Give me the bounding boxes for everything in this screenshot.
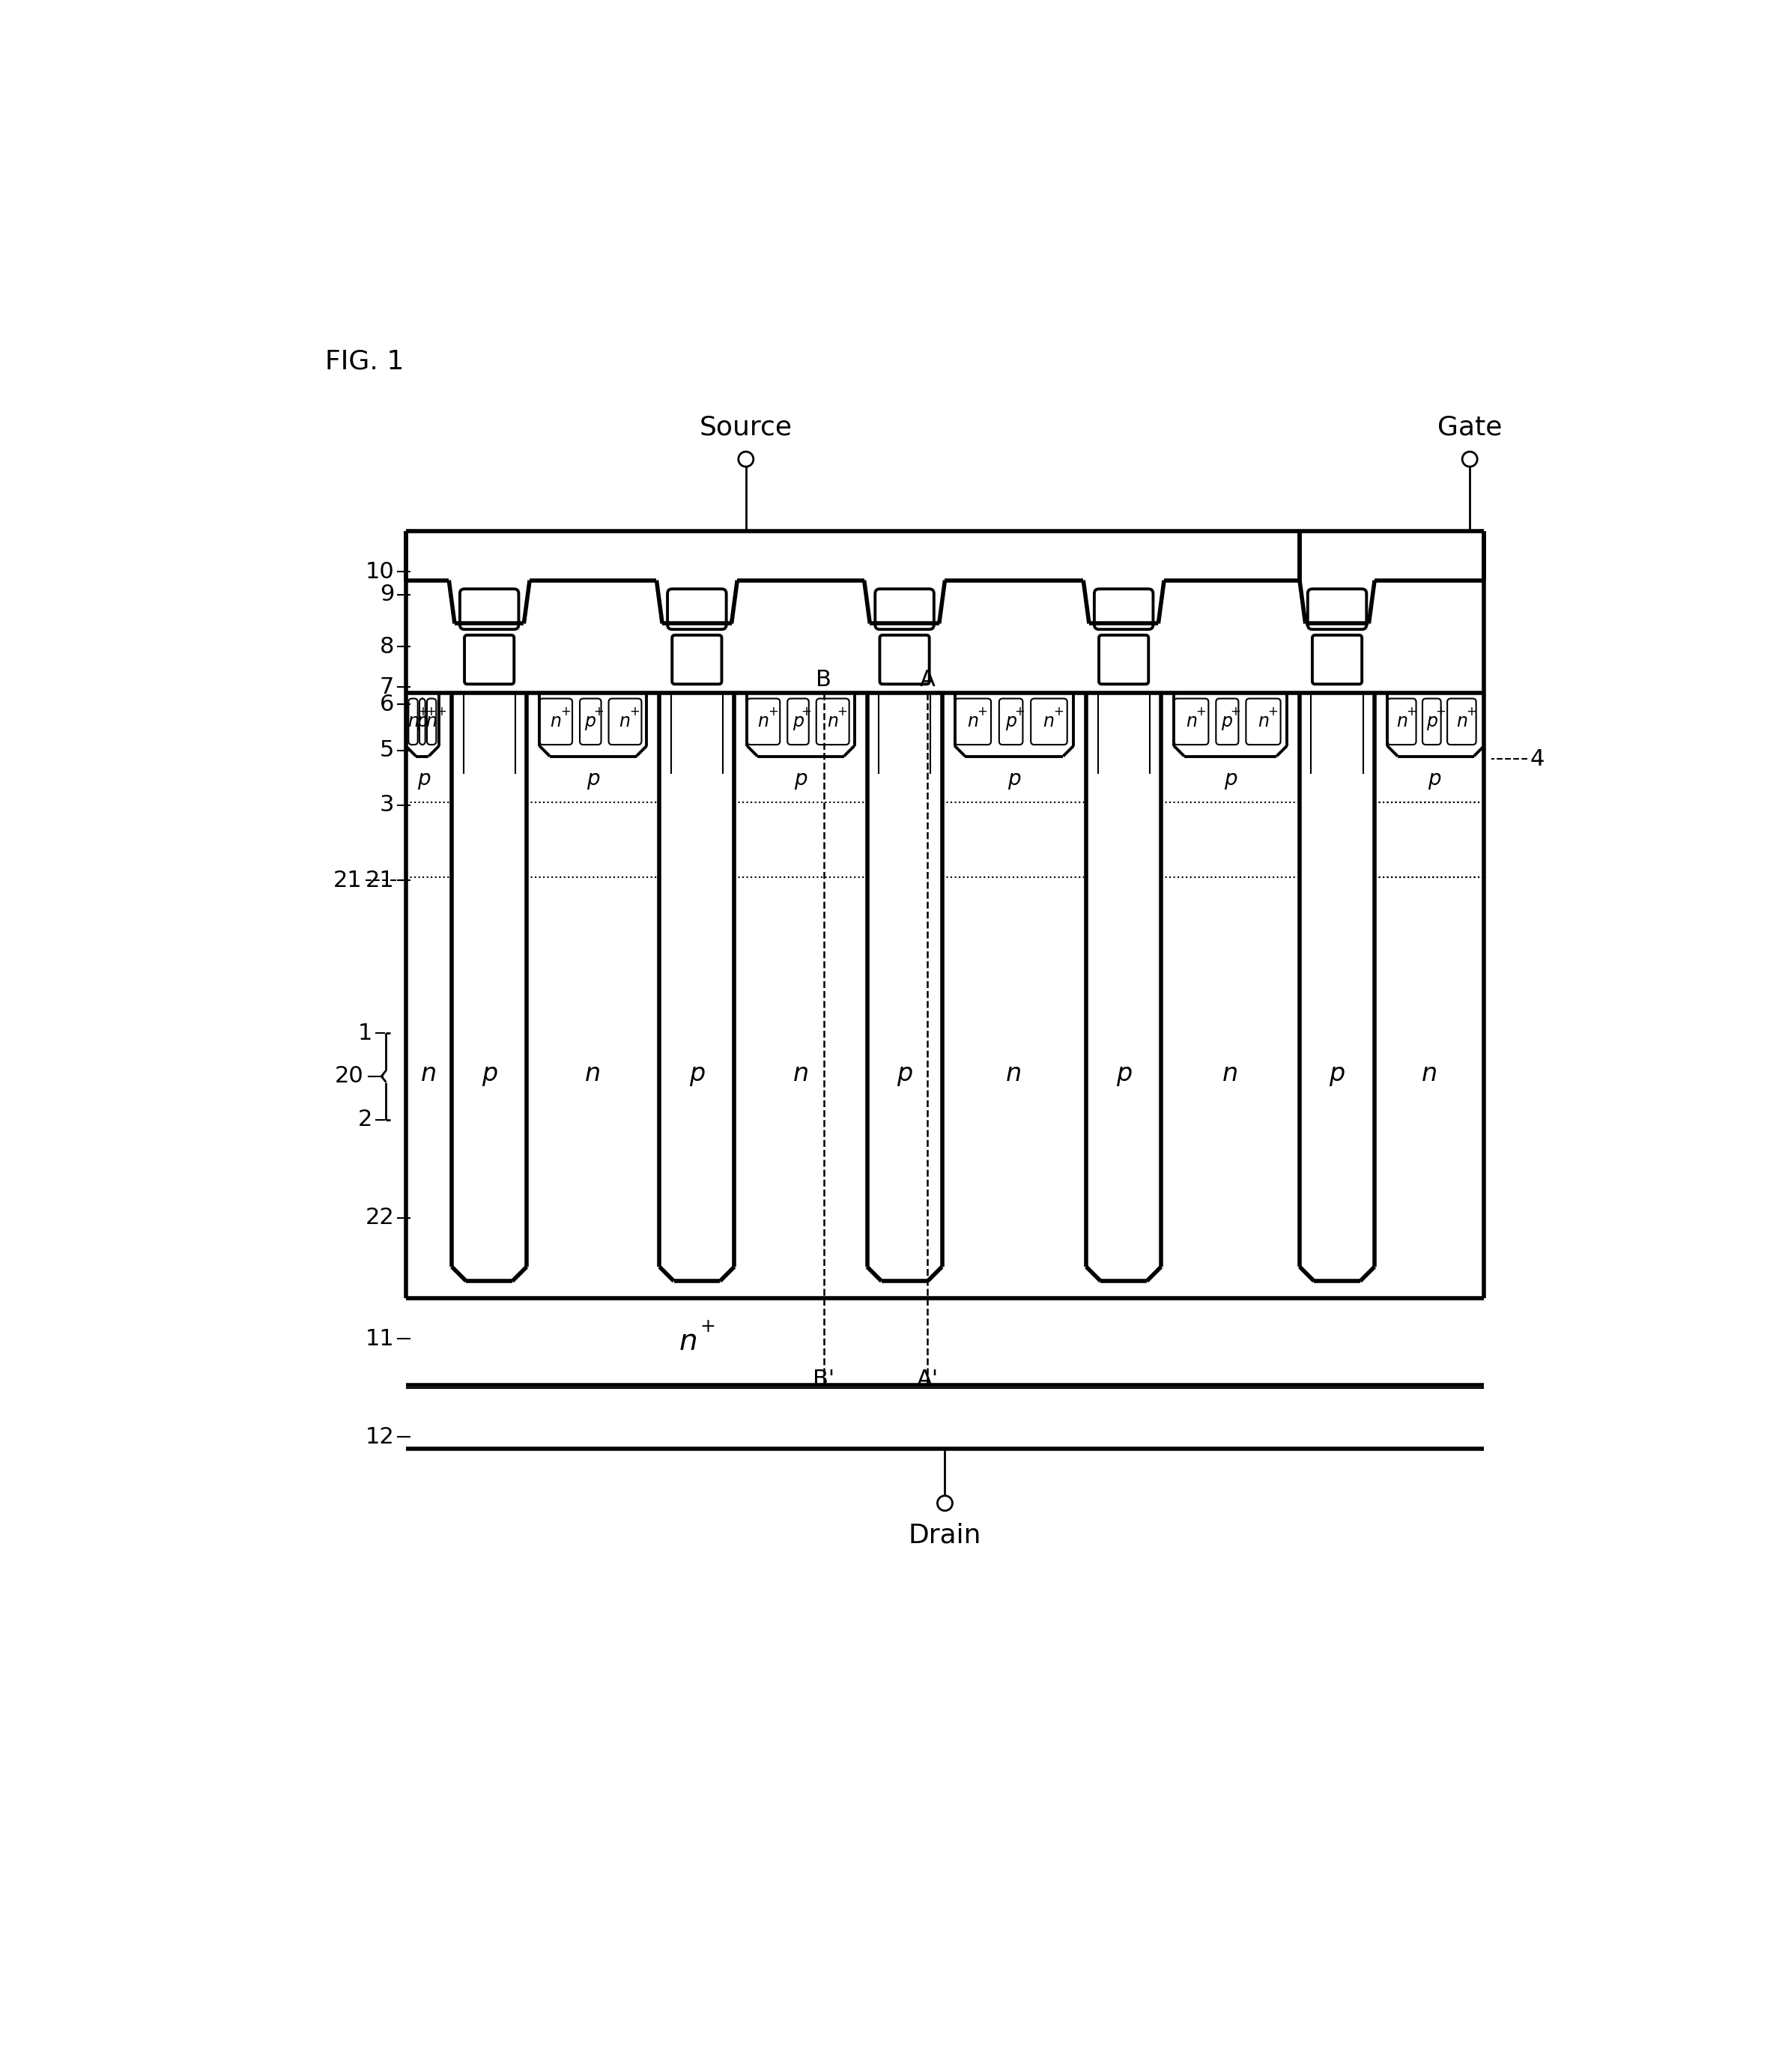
Text: n: n [619, 713, 630, 731]
Text: Drain: Drain [909, 1523, 982, 1548]
Text: n: n [1455, 713, 1468, 731]
Text: +: + [699, 1318, 715, 1336]
Text: n: n [1397, 713, 1407, 731]
Text: p: p [585, 713, 596, 731]
Text: +: + [838, 704, 847, 719]
Text: +: + [1436, 704, 1446, 719]
Text: p: p [1115, 1061, 1131, 1086]
Text: 11: 11 [365, 1328, 395, 1349]
Text: n: n [1042, 713, 1055, 731]
Text: p: p [482, 1061, 496, 1086]
Text: 12: 12 [365, 1426, 395, 1448]
Text: n: n [758, 713, 769, 731]
Text: n: n [680, 1328, 697, 1355]
Text: 8: 8 [379, 636, 395, 657]
Text: 4: 4 [1530, 748, 1544, 771]
Text: +: + [1231, 704, 1240, 719]
Text: 9: 9 [379, 584, 395, 605]
Text: 3: 3 [379, 794, 395, 816]
Text: +: + [769, 704, 777, 719]
Text: n: n [407, 713, 418, 731]
FancyBboxPatch shape [1094, 588, 1153, 630]
Text: p: p [416, 713, 429, 731]
Text: n: n [1007, 1061, 1021, 1086]
Text: 10: 10 [365, 562, 395, 582]
Text: +: + [977, 704, 987, 719]
Circle shape [1462, 452, 1477, 466]
FancyBboxPatch shape [1308, 588, 1366, 630]
Text: +: + [801, 704, 811, 719]
Text: +: + [1407, 704, 1416, 719]
Text: 21: 21 [365, 870, 395, 891]
Text: p: p [688, 1061, 704, 1086]
Text: n: n [793, 1061, 809, 1086]
Text: n: n [422, 1061, 436, 1086]
Text: n: n [1185, 713, 1197, 731]
Text: p: p [1427, 713, 1437, 731]
Text: +: + [1195, 704, 1206, 719]
Text: p: p [1007, 769, 1021, 789]
Text: p: p [793, 769, 808, 789]
Text: +: + [1466, 704, 1477, 719]
Text: p: p [1429, 769, 1441, 789]
Text: p: p [792, 713, 804, 731]
Text: FIG. 1: FIG. 1 [326, 348, 404, 373]
Text: n: n [1258, 713, 1268, 731]
Text: 20: 20 [334, 1065, 363, 1088]
Text: n: n [585, 1061, 601, 1086]
Text: +: + [1268, 704, 1279, 719]
FancyBboxPatch shape [667, 588, 726, 630]
Text: n: n [425, 713, 438, 731]
Text: A': A' [916, 1368, 939, 1390]
Text: p: p [1224, 769, 1236, 789]
Text: +: + [1053, 704, 1064, 719]
Text: n: n [1421, 1061, 1437, 1086]
Text: p: p [897, 1061, 913, 1086]
Text: B': B' [813, 1368, 834, 1390]
Text: 6: 6 [379, 694, 395, 715]
Text: 22: 22 [365, 1206, 395, 1229]
FancyBboxPatch shape [875, 588, 934, 630]
Text: 1: 1 [358, 1021, 372, 1044]
Text: n: n [550, 713, 560, 731]
Text: +: + [425, 704, 436, 719]
Text: B: B [817, 669, 831, 690]
Text: n: n [968, 713, 978, 731]
Text: +: + [630, 704, 640, 719]
Text: 5: 5 [379, 740, 395, 760]
Text: Gate: Gate [1437, 414, 1501, 439]
Circle shape [938, 1496, 952, 1510]
Text: Source: Source [699, 414, 792, 439]
Text: 7: 7 [379, 675, 395, 698]
Text: +: + [1014, 704, 1025, 719]
Circle shape [738, 452, 754, 466]
Text: +: + [418, 704, 429, 719]
Text: 2: 2 [358, 1109, 372, 1131]
Text: n: n [827, 713, 838, 731]
Text: 21: 21 [333, 870, 363, 891]
Text: A: A [920, 669, 936, 690]
Text: p: p [418, 769, 431, 789]
Text: p: p [587, 769, 600, 789]
Text: p: p [1005, 713, 1016, 731]
Text: +: + [560, 704, 571, 719]
Text: p: p [1222, 713, 1233, 731]
FancyBboxPatch shape [459, 588, 519, 630]
Text: p: p [1329, 1061, 1345, 1086]
Text: +: + [436, 704, 447, 719]
Text: n: n [1222, 1061, 1238, 1086]
Text: +: + [594, 704, 605, 719]
